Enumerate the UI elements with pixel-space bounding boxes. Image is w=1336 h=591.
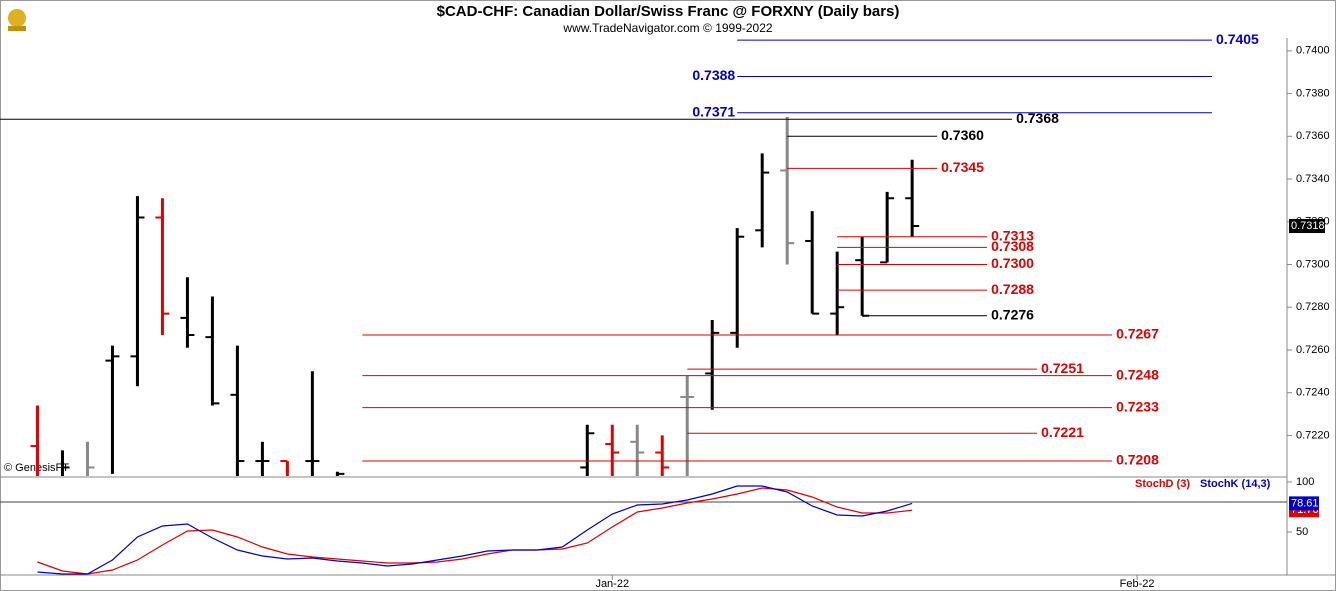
level-label: 0.7308 — [991, 238, 1034, 254]
price-plot — [30, 117, 920, 476]
level-label: 0.7300 — [991, 255, 1034, 271]
y-tick-label: 0.7340 — [1296, 173, 1330, 185]
y-tick-label: 0.7260 — [1296, 344, 1330, 356]
chart-title: $CAD-CHF: Canadian Dollar/Swiss Franc @ … — [437, 3, 900, 20]
level-label: 0.7368 — [1016, 110, 1059, 126]
y-tick-label: 0.7300 — [1296, 258, 1330, 270]
level-label: 0.7276 — [991, 306, 1034, 322]
chart-subtitle: www.TradeNavigator.com © 1999-2022 — [562, 21, 772, 35]
last-price-box — [1289, 219, 1325, 234]
last-value-box — [1289, 496, 1319, 511]
legend-entry: StochD (3) — [1135, 478, 1190, 490]
level-label: 0.7221 — [1041, 424, 1084, 440]
level-label: 0.7388 — [692, 67, 735, 83]
y-tick-label: 100 — [1296, 476, 1314, 488]
y-tick-label: 0.7380 — [1296, 87, 1330, 99]
logo — [8, 9, 26, 31]
legend-entry: StochK (14,3) — [1200, 478, 1271, 490]
level-label: 0.7208 — [1116, 452, 1159, 468]
last-price-label: 0.7318 — [1291, 220, 1325, 232]
last-value-label: 78.61 — [1291, 497, 1319, 509]
y-tick-label: 0.7220 — [1296, 429, 1330, 441]
level-label: 0.7313 — [991, 227, 1034, 243]
y-tick-label: 50 — [1296, 526, 1308, 538]
y-tick-label: 0.7240 — [1296, 387, 1330, 399]
level-label: 0.7345 — [941, 159, 984, 175]
level-label: 0.7371 — [692, 103, 735, 119]
x-tick-label: Jan-22 — [595, 578, 629, 590]
level-label: 0.7405 — [1216, 31, 1259, 47]
level-label: 0.7248 — [1116, 366, 1159, 382]
level-label: 0.7233 — [1116, 398, 1159, 414]
stoch-line — [37, 487, 913, 575]
level-label: 0.7267 — [1116, 326, 1159, 342]
x-tick-label: Feb-22 — [1120, 578, 1155, 590]
y-tick-label: 0.7360 — [1296, 130, 1330, 142]
level-label: 0.7360 — [941, 127, 984, 143]
stoch-line — [37, 485, 913, 575]
y-tick-label: 0.7280 — [1296, 301, 1330, 313]
level-label: 0.7251 — [1041, 360, 1084, 376]
y-tick-label: 0.7400 — [1296, 45, 1330, 57]
level-label: 0.7288 — [991, 281, 1034, 297]
